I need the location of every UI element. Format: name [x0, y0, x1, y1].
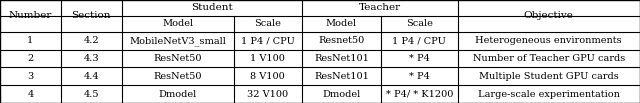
- Text: ResNet50: ResNet50: [154, 54, 202, 63]
- Text: ResNet101: ResNet101: [314, 54, 369, 63]
- Text: Scale: Scale: [255, 19, 281, 28]
- Text: Model: Model: [162, 19, 193, 28]
- Text: 3: 3: [28, 72, 33, 81]
- Text: 2: 2: [28, 54, 33, 63]
- Text: ResNet50: ResNet50: [154, 72, 202, 81]
- Text: Scale: Scale: [406, 19, 433, 28]
- Text: Heterogeneous environments: Heterogeneous environments: [476, 36, 622, 45]
- Text: Model: Model: [326, 19, 357, 28]
- Text: Multiple Student GPU cards: Multiple Student GPU cards: [479, 72, 619, 81]
- Text: 1: 1: [28, 36, 33, 45]
- Text: Dmodel: Dmodel: [159, 90, 196, 99]
- Text: Student: Student: [191, 4, 233, 12]
- Text: Objective: Objective: [524, 11, 573, 20]
- Text: 32 V100: 32 V100: [247, 90, 289, 99]
- Text: ResNet101: ResNet101: [314, 72, 369, 81]
- Text: Large-scale experimentation: Large-scale experimentation: [478, 90, 620, 99]
- Text: Resnet50: Resnet50: [318, 36, 365, 45]
- Text: * P4: * P4: [409, 54, 429, 63]
- Text: Number of Teacher GPU cards: Number of Teacher GPU cards: [473, 54, 625, 63]
- Text: 4.4: 4.4: [83, 72, 99, 81]
- Text: Dmodel: Dmodel: [323, 90, 360, 99]
- Text: 4.2: 4.2: [83, 36, 99, 45]
- Text: Teacher: Teacher: [359, 4, 401, 12]
- Text: * P4/ * K1200: * P4/ * K1200: [385, 90, 453, 99]
- Text: 4.5: 4.5: [83, 90, 99, 99]
- Text: 4.3: 4.3: [83, 54, 99, 63]
- Text: Number: Number: [9, 11, 52, 20]
- Text: 8 V100: 8 V100: [250, 72, 285, 81]
- Text: Section: Section: [72, 11, 111, 20]
- Text: MobileNetV3_small: MobileNetV3_small: [129, 36, 226, 46]
- Text: 4: 4: [28, 90, 33, 99]
- Text: 1 P4 / CPU: 1 P4 / CPU: [241, 36, 295, 45]
- Text: * P4: * P4: [409, 72, 429, 81]
- Text: 1 P4 / CPU: 1 P4 / CPU: [392, 36, 446, 45]
- Text: 1 V100: 1 V100: [250, 54, 285, 63]
